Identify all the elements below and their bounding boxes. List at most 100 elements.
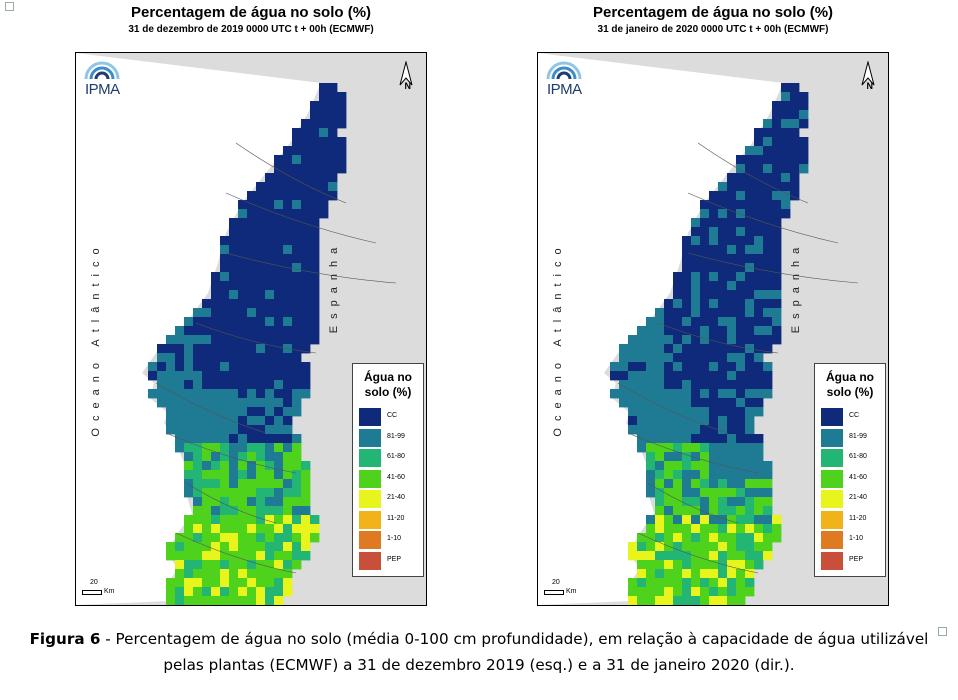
grid-cell <box>193 578 203 588</box>
grid-cell <box>193 380 203 390</box>
grid-cell <box>763 308 773 318</box>
grid-cell <box>310 524 320 534</box>
grid-cell <box>157 389 167 399</box>
grid-cell <box>664 506 674 516</box>
grid-cell <box>754 470 764 480</box>
grid-cell <box>700 335 710 345</box>
grid-cell <box>292 407 302 417</box>
grid-cell <box>646 443 656 453</box>
grid-cell <box>637 533 647 543</box>
grid-cell <box>265 281 275 291</box>
grid-cell <box>229 461 239 471</box>
grid-cell <box>754 218 764 228</box>
grid-cell <box>682 317 692 327</box>
grid-cell <box>772 227 782 237</box>
grid-cell <box>736 353 746 363</box>
grid-cell <box>319 155 329 165</box>
grid-cell <box>655 596 665 605</box>
grid-cell <box>220 335 230 345</box>
grid-cell <box>319 137 329 147</box>
grid-cell <box>328 101 338 111</box>
grid-cell <box>274 488 284 498</box>
grid-cell <box>265 533 275 543</box>
grid-cell <box>727 470 737 480</box>
grid-cell <box>337 137 347 147</box>
grid-cell <box>292 200 302 210</box>
grid-cell <box>247 227 257 237</box>
legend-label: 11-20 <box>849 514 867 522</box>
grid-cell <box>166 551 176 561</box>
grid-cell <box>736 164 746 174</box>
legend-swatch <box>359 531 381 549</box>
grid-cell <box>772 515 782 525</box>
grid-cell <box>628 551 638 561</box>
grid-cell <box>274 326 284 336</box>
grid-cell <box>718 272 728 282</box>
soil-water-map <box>76 53 426 605</box>
grid-cell <box>301 164 311 174</box>
grid-cell <box>682 542 692 552</box>
grid-cell <box>718 380 728 390</box>
grid-cell <box>637 326 647 336</box>
grid-cell <box>691 272 701 282</box>
grid-cell <box>184 596 194 605</box>
grid-cell <box>211 290 221 300</box>
grid-cell <box>220 254 230 264</box>
grid-cell <box>265 335 275 345</box>
grid-cell <box>238 452 248 462</box>
grid-cell <box>655 515 665 525</box>
grid-cell <box>328 83 338 93</box>
grid-cell <box>754 461 764 471</box>
grid-cell <box>718 488 728 498</box>
scale-bar: 20 Km <box>544 579 584 599</box>
grid-cell <box>655 587 665 597</box>
grid-cell <box>700 407 710 417</box>
grid-cell <box>718 425 728 435</box>
grid-cell <box>175 542 185 552</box>
grid-cell <box>628 407 638 417</box>
country-label: Espanha <box>328 240 340 334</box>
grid-cell <box>310 164 320 174</box>
grid-cell <box>745 470 755 480</box>
grid-cell <box>202 524 212 534</box>
grid-cell <box>718 407 728 417</box>
grid-cell <box>292 182 302 192</box>
grid-cell <box>646 362 656 372</box>
grid-cell <box>301 479 311 489</box>
grid-cell <box>772 317 782 327</box>
grid-cell <box>691 263 701 273</box>
grid-cell <box>700 263 710 273</box>
grid-cell <box>166 389 176 399</box>
grid-cell <box>265 578 275 588</box>
grid-cell <box>709 308 719 318</box>
scale-value: 20 <box>90 579 98 586</box>
grid-cell <box>673 560 683 570</box>
grid-cell <box>628 425 638 435</box>
grid-cell <box>700 470 710 480</box>
grid-cell <box>256 245 266 255</box>
grid-cell <box>238 434 248 444</box>
grid-cell <box>238 587 248 597</box>
grid-cell <box>319 110 329 120</box>
grid-cell <box>274 569 284 579</box>
grid-cell <box>247 371 257 381</box>
grid-cell <box>709 254 719 264</box>
grid-cell <box>175 389 185 399</box>
grid-cell <box>745 254 755 264</box>
grid-cell <box>745 416 755 426</box>
grid-cell <box>727 236 737 246</box>
grid-cell <box>274 344 284 354</box>
grid-cell <box>772 245 782 255</box>
grid-cell <box>763 299 773 309</box>
grid-cell <box>718 551 728 561</box>
grid-cell <box>745 389 755 399</box>
grid-cell <box>673 461 683 471</box>
grid-cell <box>745 497 755 507</box>
ipma-logo: IPMA <box>82 59 132 101</box>
grid-cell <box>736 380 746 390</box>
grid-cell <box>211 380 221 390</box>
grid-cell <box>718 308 728 318</box>
grid-cell <box>736 281 746 291</box>
grid-cell <box>310 317 320 327</box>
grid-cell <box>184 461 194 471</box>
